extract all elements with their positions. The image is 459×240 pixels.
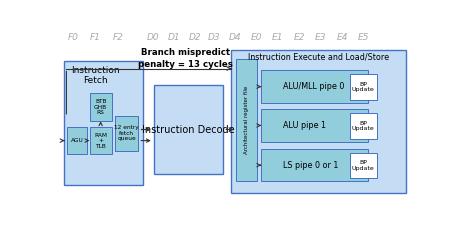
Text: 12 entry
fetch
queue: 12 entry fetch queue [114, 125, 139, 141]
Text: Instruction
Fetch: Instruction Fetch [71, 66, 120, 85]
Text: F1: F1 [90, 33, 100, 42]
Bar [349, 153, 376, 179]
Text: ALU pipe 1: ALU pipe 1 [282, 121, 325, 130]
Text: D1: D1 [168, 33, 180, 42]
Bar [261, 70, 368, 103]
Bar [153, 85, 223, 174]
Bar [90, 94, 112, 121]
Text: LS pipe 0 or 1: LS pipe 0 or 1 [282, 161, 337, 170]
Bar [261, 109, 368, 142]
Text: D2: D2 [188, 33, 201, 42]
Bar [67, 127, 87, 155]
Bar [261, 149, 368, 181]
Text: E1: E1 [271, 33, 283, 42]
Text: Instruction Decode: Instruction Decode [142, 125, 234, 134]
Text: E2: E2 [293, 33, 304, 42]
Text: E5: E5 [357, 33, 368, 42]
Text: BTB
GHB
RS: BTB GHB RS [94, 99, 107, 115]
Text: E0: E0 [250, 33, 262, 42]
Text: E3: E3 [314, 33, 325, 42]
Text: Architectural register file: Architectural register file [244, 86, 249, 154]
Text: penalty = 13 cycles: penalty = 13 cycles [138, 60, 233, 69]
Text: Branch mispredict: Branch mispredict [141, 48, 230, 57]
Text: D0: D0 [146, 33, 159, 42]
Text: BP
Update: BP Update [351, 160, 374, 171]
Bar [90, 127, 112, 155]
Text: Instruction Execute and Load/Store: Instruction Execute and Load/Store [248, 53, 388, 62]
Bar [64, 61, 143, 185]
Text: D4: D4 [228, 33, 241, 42]
Text: BP
Update: BP Update [351, 121, 374, 131]
Text: E4: E4 [336, 33, 348, 42]
Text: F0: F0 [68, 33, 79, 42]
Text: D3: D3 [207, 33, 220, 42]
Bar [115, 116, 138, 151]
Text: AGU: AGU [71, 138, 84, 143]
Text: BP
Update: BP Update [351, 82, 374, 92]
Bar [349, 74, 376, 100]
Bar [231, 50, 405, 193]
Bar [349, 113, 376, 139]
Bar [236, 59, 257, 181]
Text: ALU/MLL pipe 0: ALU/MLL pipe 0 [282, 82, 343, 91]
Text: F2: F2 [112, 33, 123, 42]
Text: RAM
+
TLB: RAM + TLB [94, 133, 107, 149]
